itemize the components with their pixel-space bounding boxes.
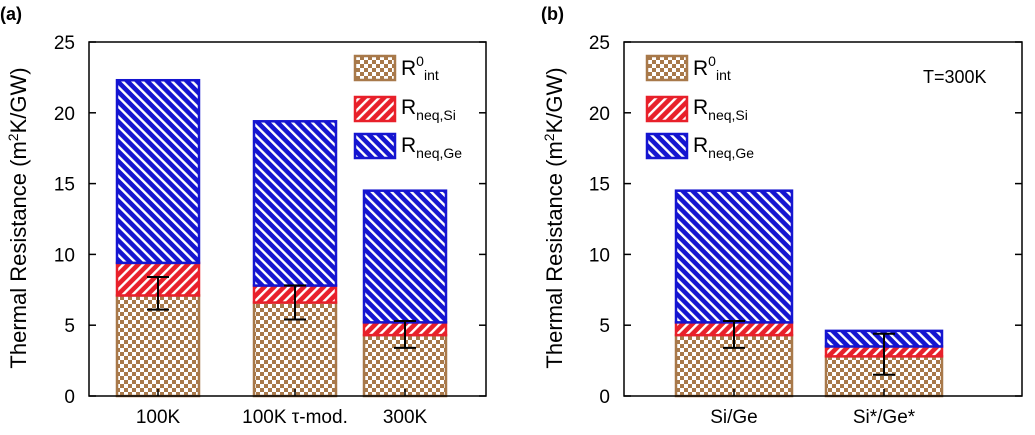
panel-a-plot: 0 5 10 15 20 25 100K 100K τ-mod. 300K bbox=[54, 33, 486, 428]
legend-swatch-r0int bbox=[645, 54, 689, 82]
legend-label-rneq-ge: Rneq,Ge bbox=[401, 134, 462, 161]
panel-b-y-tick-label: 15 bbox=[589, 175, 610, 196]
legend-item-rneq-ge: Rneq,Ge bbox=[645, 132, 754, 161]
panel-a-y-tick-label: 20 bbox=[54, 104, 75, 125]
legend-swatch-rneq-ge bbox=[645, 132, 689, 160]
panel-a-axes-frame bbox=[88, 41, 487, 397]
legend-label-rneq-si: Rneq,Si bbox=[693, 96, 748, 123]
panel-b-y-axis-label: Thermal Resistance (m2K/GW) bbox=[541, 67, 567, 368]
panel-b-y-tick-label: 25 bbox=[589, 33, 610, 54]
legend-label-r0int: R0int bbox=[693, 53, 731, 83]
legend-item-r0int: R0int bbox=[645, 53, 731, 83]
panel-b-y-tick-label: 5 bbox=[599, 316, 610, 337]
legend-swatch-rneq-si bbox=[645, 95, 689, 123]
panel-b-legend: R0int Rneq,Si Rneq,Ge bbox=[645, 53, 754, 161]
panel-b-y-tick-label: 0 bbox=[599, 387, 610, 408]
panel-a-bar-rneq-ge bbox=[115, 78, 201, 265]
legend-item-rneq-ge: Rneq,Ge bbox=[353, 132, 462, 161]
panel-a-legend: R0int Rneq,Si Rneq,Ge bbox=[353, 53, 462, 161]
panel-b-temperature-annotation: T=300K bbox=[923, 67, 987, 87]
panel-b-y-tick-label: 10 bbox=[589, 245, 610, 266]
panel-b-plot: 0 5 10 15 20 25 Si/Ge Si*/Ge* bbox=[589, 33, 1022, 428]
legend-item-r0int: R0int bbox=[353, 53, 439, 83]
panel-a-y-tick-label: 10 bbox=[54, 245, 75, 266]
panel-b-bar-rneq-ge bbox=[674, 189, 794, 324]
legend-item-rneq-si: Rneq,Si bbox=[353, 95, 456, 123]
panel-a-y-axis-label: Thermal Resistance (m2K/GW) bbox=[5, 67, 31, 368]
legend-label-rneq-ge: Rneq,Ge bbox=[693, 134, 754, 161]
panel-a-y-tick-label: 25 bbox=[54, 33, 75, 54]
panel-a-y-tick-label: 5 bbox=[64, 316, 75, 337]
panel-a-bar-rneq-ge bbox=[362, 189, 448, 324]
panel-b-x-tick-label: Si/Ge bbox=[710, 407, 758, 428]
panel-a: (a) Thermal Resistance (m2K/GW) 0 5 10 15 20… bbox=[0, 4, 487, 428]
panel-b: (b) Thermal Resistance (m2K/GW) 0 5 10 15 20… bbox=[541, 4, 1023, 428]
panel-a-bar-r0int bbox=[115, 294, 201, 398]
legend-item-rneq-si: Rneq,Si bbox=[645, 95, 748, 123]
panel-a-bar-rneq-ge bbox=[252, 120, 338, 287]
panel-b-x-tick-label: Si*/Ge* bbox=[853, 407, 916, 428]
panel-a-y-tick-label: 15 bbox=[54, 175, 75, 196]
panel-a-x-tick-label: 100K bbox=[136, 407, 181, 428]
panel-a-x-tick-label: 100K τ-mod. bbox=[242, 407, 348, 428]
panel-a-y-tick-label: 0 bbox=[64, 387, 75, 408]
legend-label-r0int: R0int bbox=[401, 53, 439, 83]
panel-b-label: (b) bbox=[541, 4, 564, 24]
legend-swatch-rneq-si bbox=[353, 95, 397, 123]
legend-swatch-rneq-ge bbox=[353, 132, 397, 160]
panel-b-y-tick-label: 20 bbox=[589, 104, 610, 125]
legend-swatch-r0int bbox=[353, 54, 397, 82]
panel-a-x-tick-label: 300K bbox=[383, 407, 428, 428]
panel-a-label: (a) bbox=[0, 4, 22, 24]
legend-label-rneq-si: Rneq,Si bbox=[401, 96, 456, 123]
